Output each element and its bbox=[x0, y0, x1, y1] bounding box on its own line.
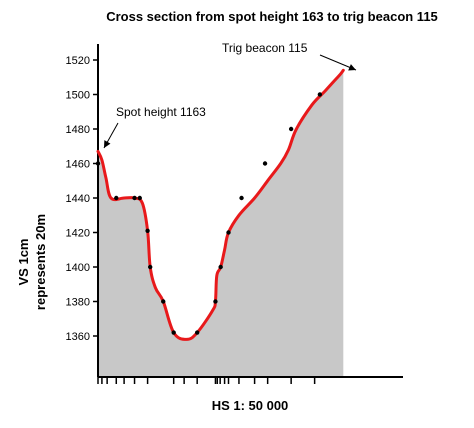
y-tick-label: 1360 bbox=[66, 331, 90, 343]
y-tick-label: 1480 bbox=[66, 124, 90, 136]
survey-point bbox=[239, 195, 244, 201]
y-tick-label: 1420 bbox=[66, 228, 90, 240]
y-tick-label: 1400 bbox=[66, 262, 90, 274]
y-tick-label: 1440 bbox=[66, 193, 90, 205]
chart-title: Cross section from spot height 163 to tr… bbox=[106, 9, 438, 24]
survey-point bbox=[213, 299, 218, 304]
annotations: Spot height 1163 Trig beacon 115 bbox=[103, 41, 357, 149]
survey-point bbox=[262, 161, 268, 166]
y-tick-label: 1380 bbox=[66, 297, 90, 309]
survey-point bbox=[132, 195, 137, 201]
survey-point bbox=[171, 330, 176, 335]
y-tick-label: 1500 bbox=[66, 90, 90, 102]
annotation-trig-beacon: Trig beacon 115 bbox=[222, 41, 308, 55]
y-tick-label: 1460 bbox=[66, 159, 90, 171]
y-tick-label: 1520 bbox=[66, 55, 90, 67]
y-axis-label-line2: represents 20m bbox=[33, 214, 48, 310]
survey-point bbox=[194, 330, 200, 335]
survey-point bbox=[218, 264, 223, 270]
arrowhead-spot-height bbox=[104, 140, 111, 148]
survey-point bbox=[114, 195, 119, 201]
arrowhead-trig-beacon bbox=[348, 64, 356, 71]
survey-point bbox=[145, 228, 150, 233]
survey-point bbox=[95, 161, 101, 166]
survey-points bbox=[95, 92, 323, 335]
survey-point bbox=[137, 195, 142, 201]
y-axis-ticks: 1360 1380 1400 1420 1440 1460 1480 1500 1520 bbox=[66, 55, 98, 343]
x-axis-label: HS 1: 50 000 bbox=[212, 398, 289, 413]
survey-point bbox=[226, 230, 231, 235]
profile-area bbox=[98, 70, 344, 378]
survey-point bbox=[288, 126, 294, 132]
annotation-spot-height: Spot height 1163 bbox=[116, 105, 206, 119]
survey-point bbox=[161, 299, 166, 304]
survey-point bbox=[148, 264, 153, 270]
y-axis-label-line1: VS 1cm bbox=[16, 239, 31, 286]
survey-point bbox=[317, 92, 323, 97]
x-axis-ticks bbox=[97, 377, 316, 384]
